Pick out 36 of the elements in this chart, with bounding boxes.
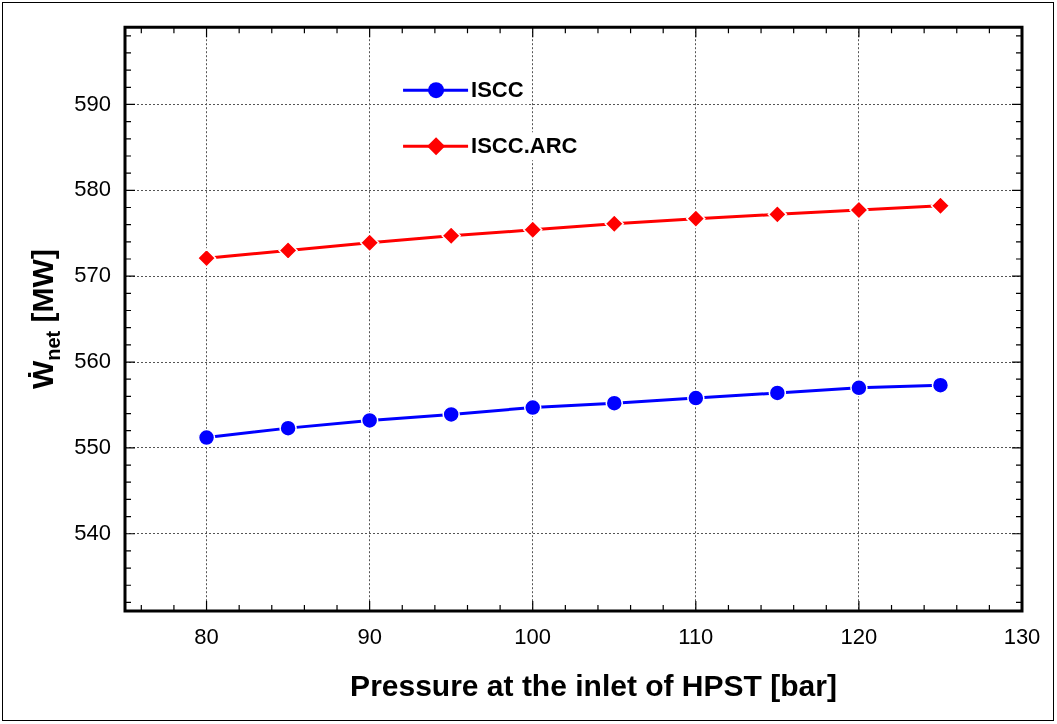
point <box>850 379 868 397</box>
point <box>686 208 706 229</box>
point <box>442 405 460 424</box>
point <box>523 398 542 417</box>
point <box>359 232 380 253</box>
y-tick-label: 570 <box>74 262 111 288</box>
y-tick-label: 590 <box>74 90 111 116</box>
point <box>197 428 216 447</box>
x-tick-label: 120 <box>840 624 878 650</box>
x-tick-label: 100 <box>514 624 552 650</box>
point <box>767 204 788 225</box>
legend-label: ISCC.ARC <box>471 133 578 159</box>
point <box>278 240 298 261</box>
y-tick-label: 560 <box>74 348 111 374</box>
x-axis-title: Pressure at the inlet of HPST [bar] <box>350 669 837 703</box>
point <box>605 394 624 412</box>
point <box>522 220 543 240</box>
x-tick-label: 80 <box>194 624 219 650</box>
y-tick-label: 540 <box>74 519 111 545</box>
point <box>768 384 787 402</box>
point <box>360 411 379 430</box>
legend-label: ISCC <box>471 77 524 103</box>
point <box>931 376 950 394</box>
x-tick-label: 90 <box>357 624 382 650</box>
y-tick-label: 580 <box>74 176 111 202</box>
y-axis-title: Ẇnet [MW] <box>26 249 64 390</box>
point <box>849 200 869 220</box>
point <box>930 196 951 216</box>
point <box>279 419 297 437</box>
y-tick-label: 550 <box>74 433 111 459</box>
point <box>196 248 217 268</box>
point <box>604 214 625 234</box>
point <box>441 226 461 246</box>
x-tick-label: 130 <box>1003 624 1041 650</box>
x-tick-label: 110 <box>678 624 714 650</box>
point <box>687 389 705 407</box>
